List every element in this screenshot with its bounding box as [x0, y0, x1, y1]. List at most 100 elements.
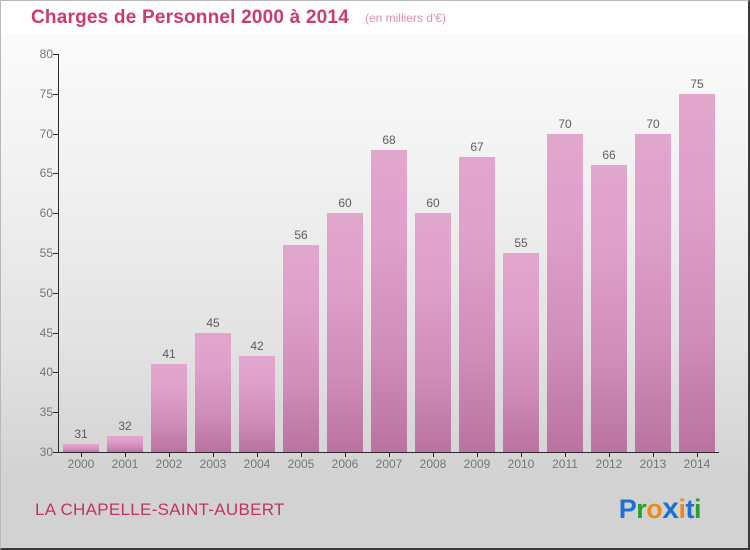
y-axis-tick-label: 70	[39, 126, 53, 141]
x-axis-tick-mark	[389, 452, 390, 457]
x-axis-tick-label: 2009	[463, 457, 491, 471]
chart-footer: LA CHAPELLE-SAINT-AUBERT Proxiti	[1, 471, 748, 548]
x-axis-tick-mark	[345, 452, 346, 457]
bar[interactable]	[591, 165, 627, 452]
logo-letter-i-first: i	[678, 494, 686, 524]
bar-slot: 70	[631, 54, 675, 452]
x-axis-tick-label: 2014	[683, 457, 711, 471]
x-axis-tick-mark	[565, 452, 566, 457]
x-axis-tick-mark	[609, 452, 610, 457]
bar-slot: 55	[499, 54, 543, 452]
bar-value-label: 45	[206, 315, 220, 330]
y-axis-tick-label: 40	[39, 365, 53, 380]
bar-value-label: 68	[382, 132, 396, 147]
bar-value-label: 41	[162, 347, 176, 362]
bar-value-label: 67	[470, 140, 484, 155]
bar-slot: 68	[367, 54, 411, 452]
y-axis-tick-mark	[53, 332, 59, 334]
bar[interactable]	[679, 93, 715, 452]
bar-slot: 31	[59, 54, 103, 452]
x-axis-tick-label: 2005	[287, 457, 315, 471]
bar-slot: 45	[191, 54, 235, 452]
bar-series: 31 32 41 45 42 56 60 68 60 67 55 70 66 70 75	[59, 54, 719, 452]
x-axis-tick-label: 2010	[507, 457, 535, 471]
x-axis-tick-label: 2000	[67, 457, 95, 471]
y-axis-tick-mark	[53, 213, 59, 215]
commune-name: LA CHAPELLE-SAINT-AUBERT	[35, 500, 285, 519]
bar-value-label: 56	[294, 228, 308, 243]
x-axis-tick-label: 2012	[595, 457, 623, 471]
bar-slot: 41	[147, 54, 191, 452]
y-axis-tick-mark	[53, 372, 59, 374]
bar[interactable]	[459, 157, 495, 452]
bar[interactable]	[195, 332, 231, 452]
logo-letter-p: P	[618, 494, 637, 524]
bar-value-label: 70	[646, 116, 660, 131]
bar-slot: 42	[235, 54, 279, 452]
x-axis-tick-mark	[213, 452, 214, 457]
y-axis-tick-label: 60	[39, 206, 53, 221]
proxiti-logo[interactable]: Proxiti	[618, 492, 702, 526]
bar-value-label: 60	[426, 196, 440, 211]
bar[interactable]	[371, 149, 407, 452]
bar[interactable]	[283, 245, 319, 452]
bar[interactable]	[151, 364, 187, 452]
y-axis-tick-label: 50	[39, 285, 53, 300]
y-axis-tick-mark	[53, 133, 59, 135]
y-axis-tick-mark	[53, 173, 59, 175]
x-axis-tick-mark	[653, 452, 654, 457]
bar-slot: 75	[675, 54, 719, 452]
bar-value-label: 31	[74, 427, 88, 442]
x-axis-line	[58, 452, 719, 453]
bar[interactable]	[415, 213, 451, 452]
logo-letter-o: o	[646, 494, 663, 524]
x-axis-tick-mark	[697, 452, 698, 457]
x-axis-tick-mark	[81, 452, 82, 457]
y-axis-tick-mark	[53, 292, 59, 294]
y-axis-tick-mark	[53, 54, 59, 55]
bar-value-label: 32	[118, 419, 132, 434]
y-axis-labels: 30 35 40 45 50 55 60 65 70 75 80	[1, 34, 58, 471]
bar-value-label: 66	[602, 148, 616, 163]
logo-letter-t: t	[685, 494, 694, 524]
bar[interactable]	[327, 213, 363, 452]
y-axis-tick-label: 35	[39, 405, 53, 420]
chart-subtitle: (en milliers d'€)	[364, 10, 446, 25]
bar[interactable]	[547, 133, 583, 452]
bar-slot: 70	[543, 54, 587, 452]
bar[interactable]	[239, 356, 275, 452]
bar[interactable]	[107, 436, 143, 452]
bar-slot: 60	[323, 54, 367, 452]
x-axis-tick-label: 2008	[419, 457, 447, 471]
bar[interactable]	[503, 253, 539, 452]
y-axis-tick-mark	[53, 412, 59, 414]
bar[interactable]	[635, 133, 671, 452]
x-axis-tick-mark	[169, 452, 170, 457]
bar-value-label: 60	[338, 196, 352, 211]
x-axis-tick-label: 2003	[199, 457, 227, 471]
x-axis-tick-label: 2006	[331, 457, 359, 471]
x-axis-tick-mark	[521, 452, 522, 457]
bar-slot: 67	[455, 54, 499, 452]
y-axis-tick-mark	[53, 452, 59, 453]
page-title: Charges de Personnel 2000 à 2014	[31, 6, 349, 28]
y-axis-tick-label: 45	[39, 325, 53, 340]
x-axis-tick-label: 2001	[111, 457, 139, 471]
y-axis-tick-label: 65	[39, 166, 53, 181]
bar-slot: 56	[279, 54, 323, 452]
plot-area: 30 35 40 45 50 55 60 65 70 75 80 31 32 41 45 42 56 60 68 6…	[1, 34, 748, 471]
x-axis-tick-label: 2002	[155, 457, 183, 471]
y-axis-tick-mark	[53, 253, 59, 254]
x-axis-tick-mark	[257, 452, 258, 457]
x-axis-tick-mark	[433, 452, 434, 457]
bar-slot: 60	[411, 54, 455, 452]
bar-value-label: 55	[514, 236, 528, 250]
x-axis-tick-mark	[477, 452, 478, 457]
y-axis-tick-label: 75	[39, 86, 53, 101]
bar-value-label: 70	[558, 116, 572, 131]
x-axis-tick-mark	[301, 452, 302, 457]
bar-value-label: 75	[690, 76, 704, 91]
bar[interactable]	[63, 444, 99, 452]
y-axis-tick-label: 80	[39, 47, 53, 61]
